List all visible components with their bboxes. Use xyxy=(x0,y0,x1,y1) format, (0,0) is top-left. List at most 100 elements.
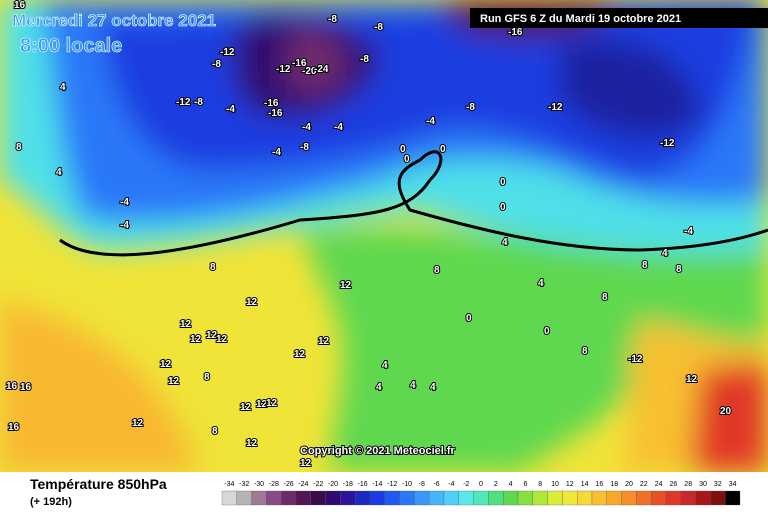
contour-label: 20 xyxy=(720,406,732,417)
contour-label: -12 xyxy=(548,102,563,113)
contour-label: 8 xyxy=(602,292,608,303)
legend-label: -20 xyxy=(328,481,338,488)
contour-label: -4 xyxy=(226,104,235,115)
legend-swatch xyxy=(621,490,637,506)
contour-label: 0 xyxy=(404,154,410,165)
legend-swatch xyxy=(606,490,622,506)
legend-label: 28 xyxy=(684,481,692,488)
contour-label: 12 xyxy=(294,349,306,360)
legend-swatch xyxy=(651,490,667,506)
legend-label: 20 xyxy=(625,481,633,488)
legend-label: 10 xyxy=(551,481,559,488)
contour-label: 0 xyxy=(500,202,506,213)
legend-swatch xyxy=(710,490,726,506)
contour-label: 8 xyxy=(642,260,648,271)
contour-label: 4 xyxy=(430,382,436,393)
legend-label: 26 xyxy=(670,481,678,488)
contour-label: 12 xyxy=(160,359,172,370)
legend-swatch xyxy=(355,490,371,506)
contour-label: -24 xyxy=(314,64,329,75)
contour-label: 12 xyxy=(132,418,144,429)
contour-label: -4 xyxy=(272,147,281,158)
contour-label: 8 xyxy=(210,262,216,273)
contour-label: 4 xyxy=(502,237,508,248)
contour-label: 8 xyxy=(16,142,22,153)
contour-label: 4 xyxy=(56,167,62,178)
contour-label: -16 xyxy=(292,58,307,69)
legend-swatch xyxy=(251,490,267,506)
contour-label: -8 xyxy=(466,102,475,113)
contour-label: 16 xyxy=(6,381,18,392)
legend-label: -8 xyxy=(419,481,425,488)
legend-label: -24 xyxy=(298,481,308,488)
contour-label: -4 xyxy=(302,122,311,133)
legend-label: 24 xyxy=(655,481,663,488)
legend-label: 6 xyxy=(523,481,527,488)
contour-label: 12 xyxy=(168,376,180,387)
contour-label: 8 xyxy=(434,265,440,276)
legend-swatch xyxy=(665,490,681,506)
contour-label: 4 xyxy=(662,248,668,259)
legend-swatch xyxy=(325,490,341,506)
contour-label: 12 xyxy=(266,398,278,409)
legend-label: -16 xyxy=(358,481,368,488)
legend-label: 30 xyxy=(699,481,707,488)
contour-label: 12 xyxy=(246,438,258,449)
contour-label: 8 xyxy=(676,264,682,275)
contour-label: -8 xyxy=(300,142,309,153)
legend-swatch xyxy=(503,490,519,506)
legend-label: -6 xyxy=(433,481,439,488)
contour-label: -8 xyxy=(212,59,221,70)
legend-swatch xyxy=(221,490,237,506)
contour-label: -12 xyxy=(220,47,235,58)
contour-label: -8 xyxy=(328,14,337,25)
legend-label: -32 xyxy=(239,481,249,488)
legend-label: 14 xyxy=(581,481,589,488)
contour-label: 16 xyxy=(14,0,26,11)
legend-swatch xyxy=(458,490,474,506)
legend-label: 18 xyxy=(610,481,618,488)
footer-title: Température 850hPa xyxy=(30,476,167,492)
contour-label: 4 xyxy=(538,278,544,289)
legend-swatch xyxy=(517,490,533,506)
contour-label: 12 xyxy=(686,374,698,385)
legend-label: 2 xyxy=(494,481,498,488)
legend-swatch xyxy=(695,490,711,506)
contour-label: 12 xyxy=(206,330,218,341)
contour-label: -4 xyxy=(684,226,693,237)
legend-swatch xyxy=(577,490,593,506)
contour-label: -8 xyxy=(360,54,369,65)
legend-label: 4 xyxy=(509,481,513,488)
legend-swatch xyxy=(680,490,696,506)
copyright: Copyright © 2021 Meteociel.fr xyxy=(300,445,456,457)
contour-label: -4 xyxy=(120,197,129,208)
temperature-field xyxy=(0,0,768,472)
legend-swatch xyxy=(473,490,489,506)
legend-label: -28 xyxy=(269,481,279,488)
legend-label: -26 xyxy=(284,481,294,488)
contour-label: 0 xyxy=(500,177,506,188)
legend-label: -10 xyxy=(402,481,412,488)
contour-label: 12 xyxy=(240,402,252,413)
legend-swatch xyxy=(295,490,311,506)
legend-label: -30 xyxy=(254,481,264,488)
contour-label: -4 xyxy=(120,220,129,231)
legend-swatch xyxy=(310,490,326,506)
contour-label: 12 xyxy=(340,280,352,291)
contour-label: 0 xyxy=(400,144,406,155)
legend-swatch xyxy=(488,490,504,506)
contour-label: -16 xyxy=(508,27,523,38)
legend-swatch xyxy=(414,490,430,506)
legend-swatch xyxy=(725,490,741,506)
legend-swatch xyxy=(547,490,563,506)
legend-label: 8 xyxy=(538,481,542,488)
legend-swatch xyxy=(532,490,548,506)
legend-label: 16 xyxy=(596,481,604,488)
legend-label: -14 xyxy=(372,481,382,488)
legend-label: -2 xyxy=(463,481,469,488)
legend-label: -22 xyxy=(313,481,323,488)
contour-label: 12 xyxy=(256,399,268,410)
contour-label: 16 xyxy=(20,382,32,393)
contour-label: -4 xyxy=(334,122,343,133)
legend-label: 32 xyxy=(714,481,722,488)
